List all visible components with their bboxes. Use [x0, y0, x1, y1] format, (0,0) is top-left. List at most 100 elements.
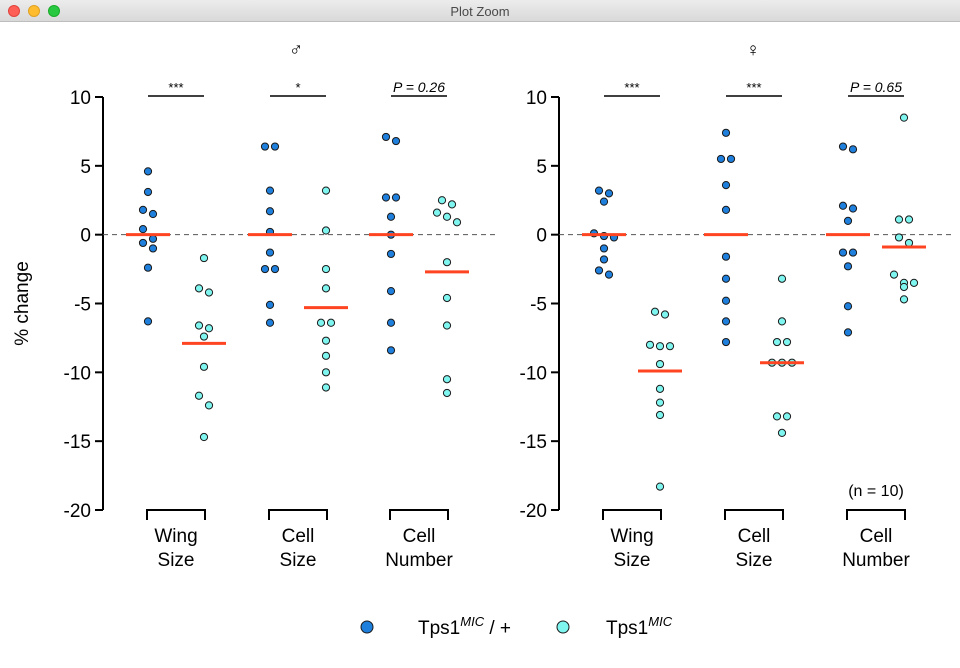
data-point	[143, 167, 153, 176]
data-point	[148, 234, 158, 243]
close-window-button[interactable]	[8, 5, 20, 17]
data-point	[899, 113, 909, 122]
data-point	[721, 274, 731, 283]
data-point	[321, 336, 331, 345]
data-point	[321, 383, 331, 392]
data-point	[655, 410, 665, 420]
data-point	[321, 264, 331, 274]
panel-1: ♂ 10 5 0 -5 -10 -15 -20 % change *** Wing Size * Cell…	[12, 40, 495, 571]
data-point	[843, 216, 853, 225]
data-point	[143, 317, 153, 326]
data-point	[594, 186, 604, 195]
legend-label-suffix: / +	[484, 618, 511, 639]
data-point	[316, 318, 326, 327]
panel-title: ♀	[746, 40, 760, 61]
window-title: Plot Zoom	[450, 4, 510, 19]
legend: Tps1MIC / + Tps1MIC	[360, 614, 673, 639]
data-point	[838, 142, 848, 151]
data-point	[777, 428, 787, 438]
data-point	[199, 362, 209, 371]
significance-label: P = 0.65	[850, 79, 902, 95]
x-group-bracket	[146, 509, 206, 520]
data-point	[721, 181, 731, 190]
significance-label: ***	[624, 80, 639, 95]
significance-label: *	[295, 80, 300, 95]
plot-canvas: ♂ 10 5 0 -5 -10 -15 -20 % change *** Wing Size * Cell…	[12, 40, 951, 639]
data-point	[138, 238, 148, 248]
data-point	[899, 282, 909, 292]
data-point	[381, 132, 391, 142]
data-point	[265, 186, 275, 195]
data-point	[199, 332, 209, 341]
data-point	[660, 310, 670, 319]
data-point	[838, 201, 848, 210]
data-point	[721, 252, 731, 261]
data-point	[848, 145, 858, 154]
y-tick-label: 0	[536, 226, 547, 247]
data-point	[204, 401, 214, 410]
x-group-label-line1: Cell	[282, 526, 315, 547]
data-point	[432, 208, 442, 217]
data-point	[599, 255, 609, 264]
data-point	[148, 244, 158, 253]
zoom-window-button[interactable]	[48, 5, 60, 17]
data-point	[848, 204, 858, 213]
x-group-label-line2: Size	[158, 550, 195, 571]
data-point	[894, 215, 904, 224]
y-tick-label: 5	[536, 157, 547, 178]
y-tick-label: 10	[526, 88, 547, 109]
x-group-label-line2: Size	[736, 550, 773, 571]
data-point	[772, 337, 782, 347]
data-point	[655, 359, 665, 369]
y-tick-label: -15	[520, 432, 547, 453]
x-group-bracket	[268, 509, 328, 520]
data-point	[777, 274, 787, 283]
data-point	[386, 212, 396, 221]
y-tick-label: -20	[520, 501, 547, 522]
group-3: P = 0.65 Cell Number	[826, 79, 926, 571]
legend-label-superscript: MIC	[460, 614, 484, 629]
data-point	[204, 324, 214, 333]
data-point	[194, 321, 204, 330]
data-point	[645, 340, 655, 349]
y-tick-label: -20	[64, 501, 91, 522]
x-group-label-line2: Size	[614, 550, 651, 571]
data-point	[138, 225, 148, 234]
y-tick-label: -5	[74, 295, 91, 316]
data-point	[138, 205, 148, 214]
data-point	[194, 391, 204, 400]
data-point	[442, 321, 452, 330]
data-point	[442, 212, 452, 221]
legend-marker-2	[556, 620, 570, 634]
window-titlebar: Plot Zoom	[0, 0, 960, 22]
x-group-label-line2: Size	[280, 550, 317, 571]
data-point	[386, 346, 396, 355]
data-point	[204, 288, 214, 297]
data-point	[265, 207, 275, 216]
x-group-label-line1: Cell	[860, 526, 893, 547]
data-point	[772, 412, 782, 421]
minimize-window-button[interactable]	[28, 5, 40, 17]
x-group-bracket	[724, 509, 784, 520]
x-group-label-line1: Wing	[610, 526, 653, 547]
data-point	[437, 196, 447, 205]
x-group-bracket	[602, 509, 662, 520]
data-point	[782, 412, 792, 421]
data-point	[452, 218, 462, 227]
legend-marker-1	[360, 620, 374, 634]
data-point	[442, 388, 452, 398]
y-tick-label: -5	[530, 295, 547, 316]
data-point	[843, 328, 853, 337]
data-point	[889, 270, 899, 279]
data-point	[655, 398, 665, 407]
data-point	[721, 337, 731, 347]
panel-2: ♀ 10 5 0 -5 -10 -15 -20 *** Wing Size *** Cell Size P …	[520, 40, 951, 571]
data-point	[194, 284, 204, 293]
data-point	[721, 317, 731, 326]
data-point	[260, 142, 270, 151]
legend-label-base: Tps1	[418, 618, 460, 639]
data-point	[604, 189, 614, 198]
data-point	[899, 295, 909, 304]
significance-label: ***	[746, 80, 761, 95]
data-point	[321, 284, 331, 293]
